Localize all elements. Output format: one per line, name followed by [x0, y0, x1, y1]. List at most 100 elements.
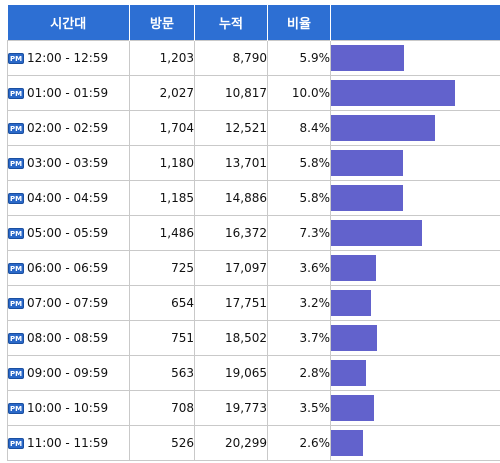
visits-cell: 708 [129, 390, 195, 426]
time-range-label: 07:00 - 07:59 [27, 296, 109, 310]
ratio-cell: 10.0% [267, 75, 331, 111]
ratio-bar [331, 255, 376, 281]
ratio-cell: 3.5% [267, 390, 331, 426]
header-time: 시간대 [7, 5, 130, 41]
table-row: PM 01:00 - 01:59 2,027 10,817 10.0% [7, 75, 500, 111]
visits-cell: 1,180 [129, 145, 195, 181]
time-cell: PM 06:00 - 06:59 [7, 250, 130, 286]
pm-icon: PM [8, 403, 24, 414]
table-row: PM 09:00 - 09:59 563 19,065 2.8% [7, 355, 500, 391]
ratio-cell: 3.7% [267, 320, 331, 356]
bar-cell [330, 425, 500, 461]
ratio-bar [331, 115, 435, 141]
time-cell: PM 02:00 - 02:59 [7, 110, 130, 146]
visits-cell: 1,185 [129, 180, 195, 216]
ratio-cell: 3.2% [267, 285, 331, 321]
header-cumulative: 누적 [194, 5, 268, 41]
cumulative-cell: 17,097 [194, 250, 268, 286]
ratio-cell: 5.8% [267, 145, 331, 181]
pm-icon: PM [8, 333, 24, 344]
time-cell: PM 01:00 - 01:59 [7, 75, 130, 111]
visits-cell: 654 [129, 285, 195, 321]
time-range-label: 03:00 - 03:59 [27, 156, 109, 170]
time-range-label: 08:00 - 08:59 [27, 331, 109, 345]
cumulative-cell: 20,299 [194, 425, 268, 461]
cumulative-cell: 16,372 [194, 215, 268, 251]
visits-cell: 1,704 [129, 110, 195, 146]
bar-cell [330, 390, 500, 426]
table-row: PM 08:00 - 08:59 751 18,502 3.7% [7, 320, 500, 356]
cumulative-cell: 14,886 [194, 180, 268, 216]
ratio-cell: 5.8% [267, 180, 331, 216]
table-row: PM 03:00 - 03:59 1,180 13,701 5.8% [7, 145, 500, 181]
cumulative-cell: 19,065 [194, 355, 268, 391]
cumulative-cell: 18,502 [194, 320, 268, 356]
cumulative-cell: 10,817 [194, 75, 268, 111]
time-range-label: 06:00 - 06:59 [27, 261, 109, 275]
time-cell: PM 05:00 - 05:59 [7, 215, 130, 251]
table-row: PM 11:00 - 11:59 526 20,299 2.6% [7, 425, 500, 461]
time-range-label: 02:00 - 02:59 [27, 121, 109, 135]
table-row: PM 02:00 - 02:59 1,704 12,521 8.4% [7, 110, 500, 146]
hourly-visits-table: 시간대 방문 누적 비율 PM 12:00 - 12:59 1,203 8,790 5.… [7, 5, 500, 461]
visits-cell: 1,486 [129, 215, 195, 251]
ratio-bar [331, 220, 422, 246]
pm-icon: PM [8, 263, 24, 274]
table-row: PM 12:00 - 12:59 1,203 8,790 5.9% [7, 40, 500, 76]
time-cell: PM 08:00 - 08:59 [7, 320, 130, 356]
time-range-label: 05:00 - 05:59 [27, 226, 109, 240]
visits-cell: 526 [129, 425, 195, 461]
cumulative-cell: 19,773 [194, 390, 268, 426]
pm-icon: PM [8, 53, 24, 64]
visits-cell: 751 [129, 320, 195, 356]
pm-icon: PM [8, 88, 24, 99]
time-cell: PM 04:00 - 04:59 [7, 180, 130, 216]
time-range-label: 10:00 - 10:59 [27, 401, 109, 415]
table-row: PM 07:00 - 07:59 654 17,751 3.2% [7, 285, 500, 321]
ratio-bar [331, 80, 455, 106]
header-visits: 방문 [129, 5, 195, 41]
pm-icon: PM [8, 123, 24, 134]
time-range-label: 11:00 - 11:59 [27, 436, 109, 450]
pm-icon: PM [8, 158, 24, 169]
table-row: PM 10:00 - 10:59 708 19,773 3.5% [7, 390, 500, 426]
cumulative-cell: 13,701 [194, 145, 268, 181]
cumulative-cell: 8,790 [194, 40, 268, 76]
time-cell: PM 11:00 - 11:59 [7, 425, 130, 461]
bar-cell [330, 110, 500, 146]
time-cell: PM 09:00 - 09:59 [7, 355, 130, 391]
time-range-label: 12:00 - 12:59 [27, 51, 109, 65]
bar-cell [330, 40, 500, 76]
table-header-row: 시간대 방문 누적 비율 [7, 5, 500, 41]
bar-cell [330, 75, 500, 111]
pm-icon: PM [8, 228, 24, 239]
table-body: PM 12:00 - 12:59 1,203 8,790 5.9% PM 01:00 - 0… [7, 40, 500, 461]
time-cell: PM 12:00 - 12:59 [7, 40, 130, 76]
table-row: PM 06:00 - 06:59 725 17,097 3.6% [7, 250, 500, 286]
pm-icon: PM [8, 368, 24, 379]
bar-cell [330, 145, 500, 181]
table-row: PM 05:00 - 05:59 1,486 16,372 7.3% [7, 215, 500, 251]
ratio-bar [331, 290, 371, 316]
header-ratio: 비율 [267, 5, 331, 41]
pm-icon: PM [8, 438, 24, 449]
bar-cell [330, 250, 500, 286]
time-cell: PM 10:00 - 10:59 [7, 390, 130, 426]
time-range-label: 01:00 - 01:59 [27, 86, 109, 100]
pm-icon: PM [8, 298, 24, 309]
bar-cell [330, 355, 500, 391]
ratio-cell: 7.3% [267, 215, 331, 251]
visits-cell: 563 [129, 355, 195, 391]
bar-cell [330, 180, 500, 216]
ratio-bar [331, 150, 403, 176]
bar-cell [330, 320, 500, 356]
cumulative-cell: 17,751 [194, 285, 268, 321]
ratio-cell: 3.6% [267, 250, 331, 286]
bar-cell [330, 285, 500, 321]
visits-cell: 1,203 [129, 40, 195, 76]
time-range-label: 04:00 - 04:59 [27, 191, 109, 205]
ratio-bar [331, 430, 363, 456]
pm-icon: PM [8, 193, 24, 204]
bar-cell [330, 215, 500, 251]
header-bar [330, 5, 500, 41]
